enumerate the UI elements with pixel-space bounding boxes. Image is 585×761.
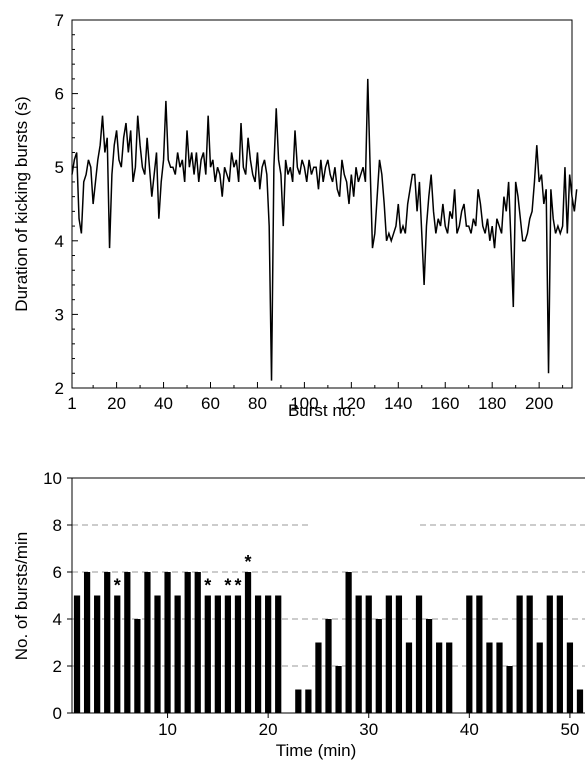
bar xyxy=(164,572,171,713)
y-axis-label: Duration of kicking bursts (s) xyxy=(12,96,31,311)
bar xyxy=(194,572,201,713)
bar xyxy=(73,595,81,713)
bar xyxy=(114,595,121,713)
x-tick-label: 40 xyxy=(154,394,173,413)
significance-star: * xyxy=(114,576,121,596)
x-axis: 1 20 40 60 80 100 120 140 160 180 200 xyxy=(67,382,564,413)
y-tick-label: 8 xyxy=(53,516,62,535)
bar xyxy=(305,689,312,713)
bar xyxy=(154,595,161,713)
y-tick-label: 7 xyxy=(55,11,64,30)
x-axis: 10 20 30 40 50 xyxy=(158,713,579,739)
bar xyxy=(265,595,272,713)
bar xyxy=(576,689,584,713)
x-tick-label: 180 xyxy=(478,394,506,413)
bar xyxy=(436,642,443,713)
bars xyxy=(73,572,584,713)
bar xyxy=(104,572,111,713)
x-tick-label: 200 xyxy=(525,394,553,413)
y-axis: 0 2 4 6 8 10 xyxy=(43,469,72,723)
bar xyxy=(315,642,322,713)
x-tick-label: 140 xyxy=(384,394,412,413)
x-tick-label: 80 xyxy=(248,394,267,413)
bar xyxy=(556,595,563,713)
plot-frame xyxy=(71,19,573,389)
bar xyxy=(516,595,523,713)
bar xyxy=(506,666,513,713)
bar xyxy=(184,572,191,713)
y-tick-label: 2 xyxy=(53,657,62,676)
bar xyxy=(425,619,433,713)
bar xyxy=(476,595,483,713)
y-axis-label: No. of bursts/min xyxy=(12,532,31,661)
bar xyxy=(134,619,141,713)
bar xyxy=(365,595,372,713)
bar xyxy=(385,595,392,713)
x-tick-label: 160 xyxy=(431,394,459,413)
significance-star: * xyxy=(245,552,252,572)
bar xyxy=(174,595,181,713)
y-tick-label: 5 xyxy=(55,158,64,177)
bar xyxy=(446,642,453,713)
bar xyxy=(486,642,493,713)
bar xyxy=(566,642,574,713)
x-tick-label: 50 xyxy=(560,720,579,739)
bar xyxy=(214,595,221,713)
bar xyxy=(234,595,242,713)
bar xyxy=(244,572,252,713)
y-tick-label: 2 xyxy=(55,379,64,398)
x-tick-label: 60 xyxy=(201,394,220,413)
x-tick-label: 30 xyxy=(359,720,378,739)
bar xyxy=(204,595,211,713)
bar xyxy=(144,572,151,713)
bar xyxy=(496,642,503,713)
y-tick-label: 4 xyxy=(53,610,62,629)
annotations: * * * ** xyxy=(114,552,252,596)
bar xyxy=(355,595,362,713)
bar xyxy=(275,595,282,713)
bar xyxy=(254,595,262,713)
x-tick-label: 1 xyxy=(67,394,76,413)
bar xyxy=(124,572,131,713)
x-axis-label: Time (min) xyxy=(276,741,357,760)
x-tick-label: 40 xyxy=(460,720,479,739)
y-tick-label: 0 xyxy=(53,704,62,723)
x-tick-label: 20 xyxy=(107,394,126,413)
bar xyxy=(526,595,533,713)
bar xyxy=(83,572,91,713)
bar xyxy=(94,595,101,713)
significance-star: * xyxy=(234,576,241,596)
bar xyxy=(536,642,543,713)
bar xyxy=(335,666,342,713)
y-tick-label: 6 xyxy=(55,85,64,104)
significance-star: * xyxy=(204,576,211,596)
bar xyxy=(325,619,332,713)
y-axis: 2 3 4 5 6 7 xyxy=(55,11,78,398)
bar xyxy=(345,572,352,713)
x-tick-label: 100 xyxy=(290,394,318,413)
significance-star: * xyxy=(224,576,231,596)
bar xyxy=(405,642,413,713)
bar xyxy=(224,595,232,713)
bar xyxy=(375,619,382,713)
x-tick-label: 120 xyxy=(337,394,365,413)
bar xyxy=(295,689,302,713)
duration-series-line xyxy=(71,78,578,381)
y-tick-label: 6 xyxy=(53,563,62,582)
bar xyxy=(395,595,403,713)
y-tick-label: 4 xyxy=(55,232,64,251)
bar xyxy=(466,595,473,713)
x-tick-label: 20 xyxy=(259,720,278,739)
y-tick-label: 10 xyxy=(43,469,62,488)
y-tick-label: 3 xyxy=(55,305,64,324)
bar xyxy=(415,595,423,713)
x-axis-label: Burst no. xyxy=(288,401,356,420)
x-tick-label: 10 xyxy=(158,720,177,739)
bar xyxy=(546,595,553,713)
